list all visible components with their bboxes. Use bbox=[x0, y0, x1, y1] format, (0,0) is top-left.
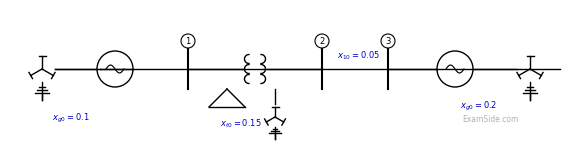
Text: 2: 2 bbox=[319, 37, 325, 46]
Text: $x_{g0}=0.2$: $x_{g0}=0.2$ bbox=[460, 99, 497, 113]
Text: $x_{t0}=0.15$: $x_{t0}=0.15$ bbox=[220, 118, 261, 130]
Text: ExamSide.com: ExamSide.com bbox=[462, 114, 519, 124]
Text: 3: 3 bbox=[386, 37, 391, 46]
Text: $x_{g0}=0.1$: $x_{g0}=0.1$ bbox=[52, 111, 90, 125]
Text: $x_{10}=0.05$: $x_{10}=0.05$ bbox=[337, 50, 380, 62]
Text: 1: 1 bbox=[185, 37, 190, 46]
